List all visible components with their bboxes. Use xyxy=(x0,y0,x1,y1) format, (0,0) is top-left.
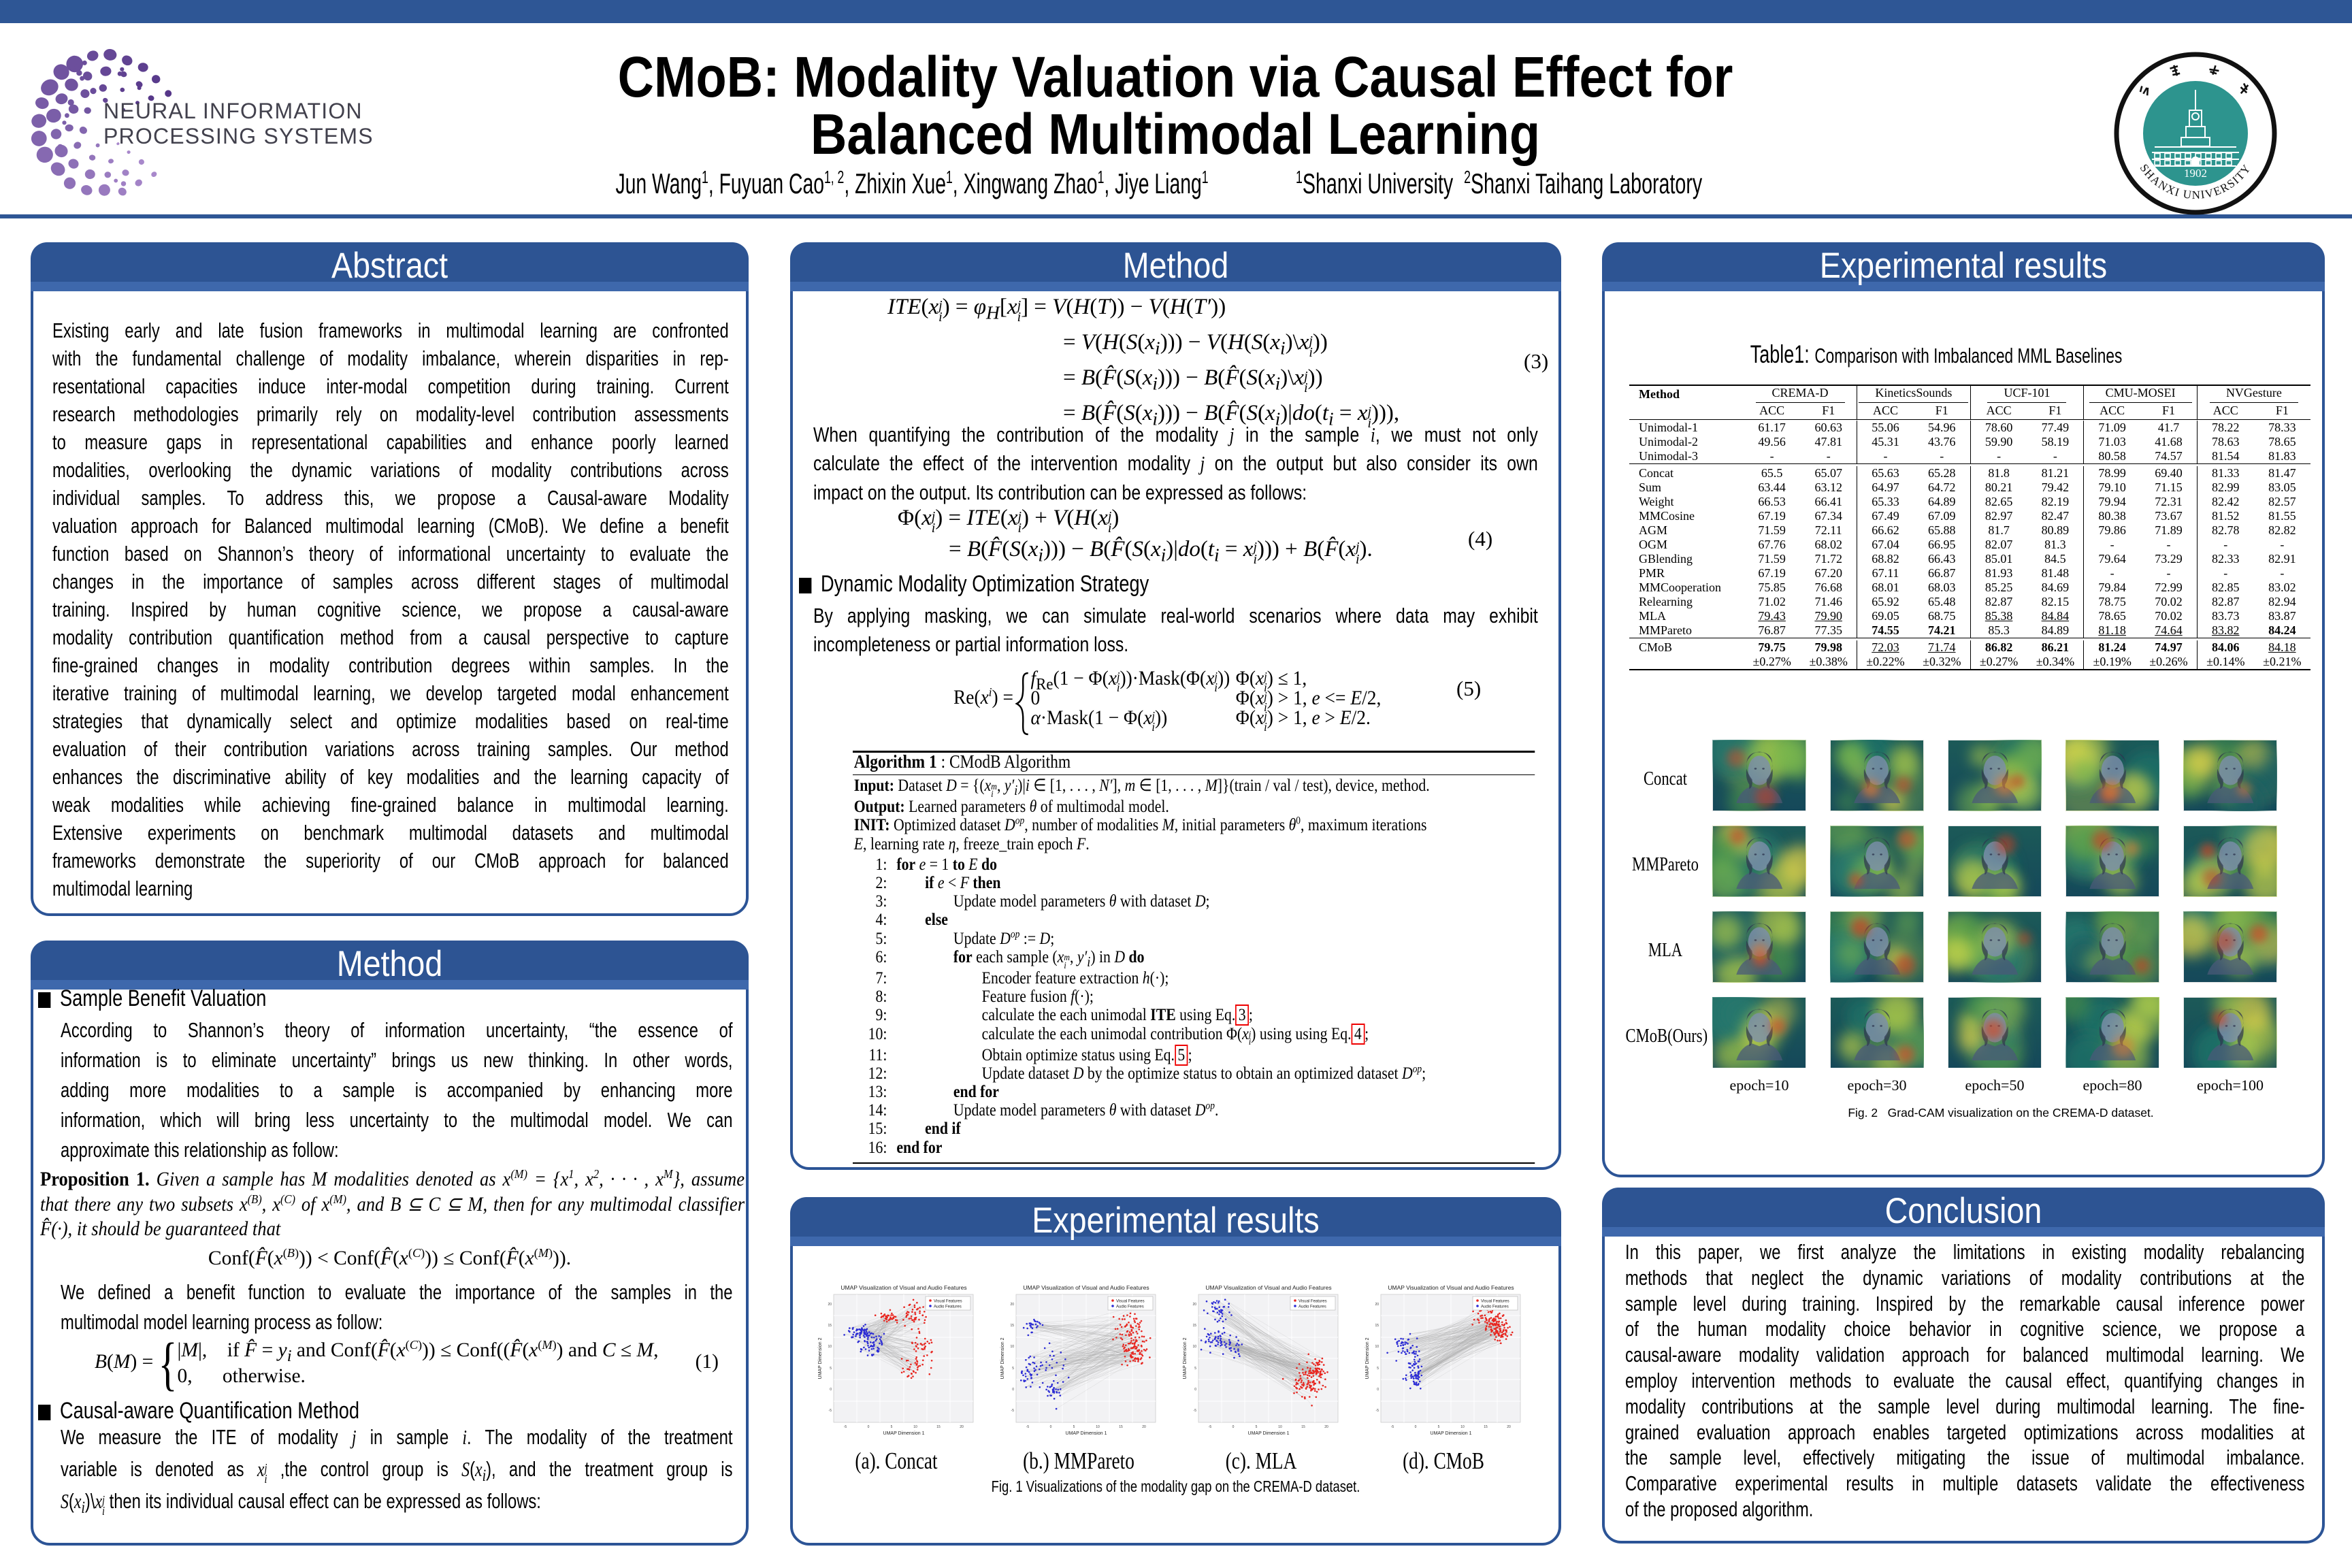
svg-text:15: 15 xyxy=(1010,1324,1014,1328)
svg-text:20: 20 xyxy=(960,1425,964,1429)
svg-text:15: 15 xyxy=(1375,1324,1379,1328)
svg-text:UMAP Visualization of Visual a: UMAP Visualization of Visual and Audio F… xyxy=(1388,1284,1514,1291)
svg-text:-5: -5 xyxy=(1391,1425,1394,1429)
svg-text:0: 0 xyxy=(1377,1388,1379,1392)
svg-text:0: 0 xyxy=(830,1388,832,1392)
svg-text:0: 0 xyxy=(1415,1425,1417,1429)
svg-text:10: 10 xyxy=(1096,1425,1100,1429)
svg-text:-5: -5 xyxy=(1376,1409,1379,1413)
svg-text:Visual Features: Visual Features xyxy=(1481,1300,1509,1304)
svg-text:20: 20 xyxy=(828,1303,832,1307)
svg-text:UMAP Dimension 2: UMAP Dimension 2 xyxy=(1365,1337,1370,1379)
svg-text:15: 15 xyxy=(1484,1425,1488,1429)
svg-text:5: 5 xyxy=(830,1367,832,1371)
svg-text:10: 10 xyxy=(1375,1345,1379,1349)
svg-text:15: 15 xyxy=(1192,1324,1196,1328)
svg-text:15: 15 xyxy=(936,1425,941,1429)
svg-text:20: 20 xyxy=(1375,1303,1379,1307)
svg-text:Audio Features: Audio Features xyxy=(1298,1305,1326,1309)
svg-text:10: 10 xyxy=(828,1345,832,1349)
svg-text:5: 5 xyxy=(1377,1367,1379,1371)
svg-text:20: 20 xyxy=(1142,1425,1146,1429)
svg-text:-5: -5 xyxy=(1011,1409,1015,1413)
svg-text:-5: -5 xyxy=(844,1425,847,1429)
svg-text:5: 5 xyxy=(891,1425,893,1429)
svg-text:5: 5 xyxy=(1438,1425,1440,1429)
svg-text:20: 20 xyxy=(1010,1303,1014,1307)
svg-text:5: 5 xyxy=(1256,1425,1258,1429)
svg-text:20: 20 xyxy=(1507,1425,1511,1429)
svg-text:5: 5 xyxy=(1194,1367,1196,1371)
svg-text:UMAP Visualization of Visual a: UMAP Visualization of Visual and Audio F… xyxy=(840,1284,966,1291)
svg-text:0: 0 xyxy=(1232,1425,1235,1429)
svg-text:10: 10 xyxy=(1278,1425,1282,1429)
svg-text:10: 10 xyxy=(1010,1345,1014,1349)
svg-text:0: 0 xyxy=(1050,1425,1052,1429)
svg-text:UMAP Visualization of Visual a: UMAP Visualization of Visual and Audio F… xyxy=(1205,1284,1331,1291)
svg-text:-5: -5 xyxy=(829,1409,832,1413)
svg-text:20: 20 xyxy=(1192,1303,1196,1307)
svg-text:Visual Features: Visual Features xyxy=(1298,1300,1327,1304)
svg-text:0: 0 xyxy=(868,1425,870,1429)
svg-text:Audio Features: Audio Features xyxy=(1481,1305,1509,1309)
svg-text:UMAP Dimension 1: UMAP Dimension 1 xyxy=(883,1431,925,1436)
svg-text:10: 10 xyxy=(1192,1345,1196,1349)
svg-text:UMAP Visualization of Visual a: UMAP Visualization of Visual and Audio F… xyxy=(1023,1284,1149,1291)
svg-text:10: 10 xyxy=(1460,1425,1465,1429)
svg-text:Audio Features: Audio Features xyxy=(934,1305,962,1309)
svg-text:15: 15 xyxy=(1119,1425,1123,1429)
svg-text:5: 5 xyxy=(1073,1425,1075,1429)
svg-text:UMAP Dimension 2: UMAP Dimension 2 xyxy=(1183,1337,1188,1379)
svg-text:UMAP Dimension 1: UMAP Dimension 1 xyxy=(1066,1431,1107,1436)
svg-text:UMAP Dimension 1: UMAP Dimension 1 xyxy=(1248,1431,1290,1436)
svg-text:UMAP Dimension 2: UMAP Dimension 2 xyxy=(818,1337,823,1379)
svg-text:1902: 1902 xyxy=(2184,167,2207,180)
svg-text:5: 5 xyxy=(1012,1367,1014,1371)
svg-text:Visual Features: Visual Features xyxy=(1116,1300,1145,1304)
svg-text:Audio Features: Audio Features xyxy=(1116,1305,1144,1309)
svg-text:15: 15 xyxy=(1301,1425,1305,1429)
svg-text:0: 0 xyxy=(1012,1388,1014,1392)
svg-text:Visual Features: Visual Features xyxy=(934,1300,962,1304)
svg-text:-5: -5 xyxy=(1194,1409,1197,1413)
svg-text:-5: -5 xyxy=(1026,1425,1030,1429)
svg-text:10: 10 xyxy=(913,1425,917,1429)
svg-text:UMAP Dimension 1: UMAP Dimension 1 xyxy=(1431,1431,1472,1436)
svg-text:0: 0 xyxy=(1194,1388,1196,1392)
svg-text:-5: -5 xyxy=(1209,1425,1212,1429)
svg-text:15: 15 xyxy=(828,1324,832,1328)
svg-text:20: 20 xyxy=(1324,1425,1328,1429)
svg-text:UMAP Dimension 2: UMAP Dimension 2 xyxy=(1000,1337,1005,1379)
